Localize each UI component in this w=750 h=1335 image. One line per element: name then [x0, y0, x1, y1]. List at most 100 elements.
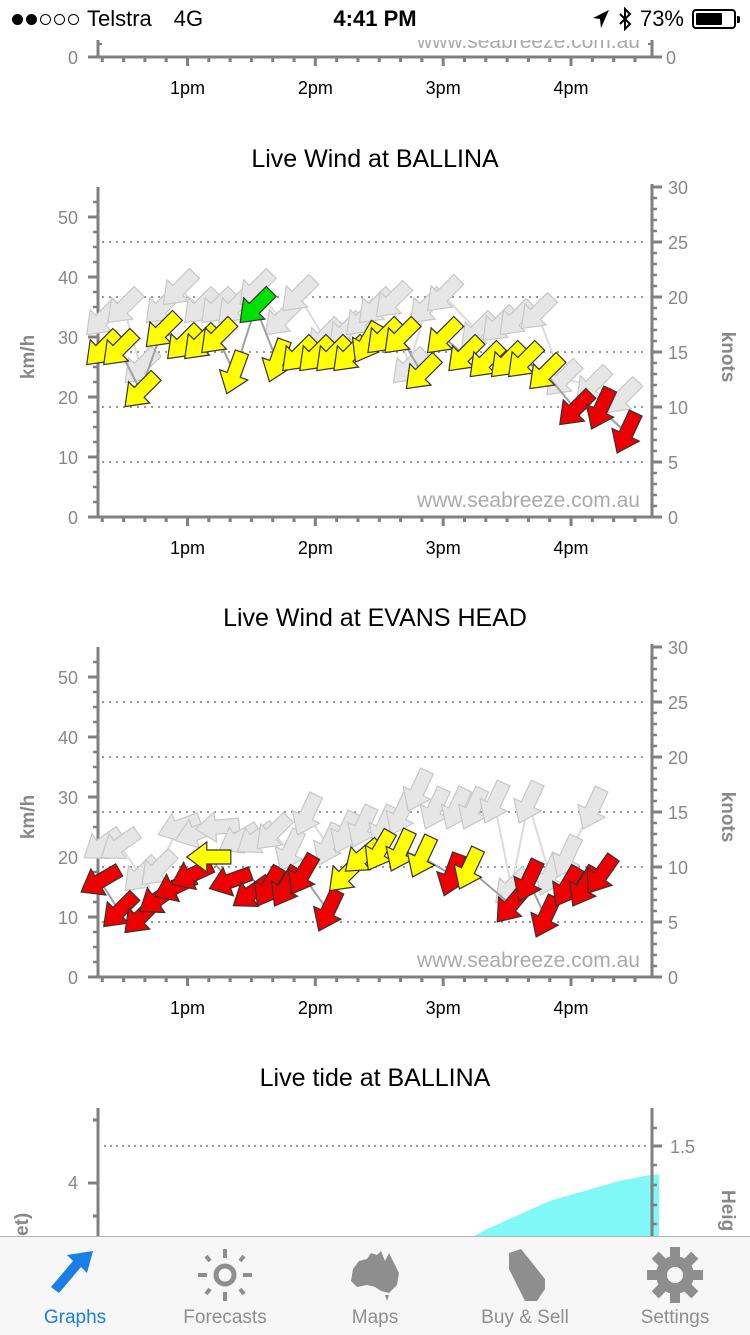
tab-label: Settings — [640, 1307, 710, 1328]
gust-arrow — [291, 791, 324, 836]
battery-percent: 73% — [639, 6, 684, 31]
bluetooth-icon — [619, 7, 632, 31]
wind-arrow — [103, 889, 141, 928]
y-tick-label: 15 — [668, 343, 688, 363]
gust-arrow — [457, 785, 490, 830]
sun-icon — [193, 1245, 257, 1305]
carrier-name: Telstra — [87, 6, 152, 31]
gust-arrow — [419, 785, 452, 830]
wind-arrow — [287, 851, 321, 895]
y-right-tick-label: 0 — [666, 48, 676, 68]
gust-arrow — [513, 779, 545, 824]
tab-label: Buy & Sell — [481, 1307, 569, 1328]
tab-forecasts[interactable]: Forecasts — [150, 1237, 300, 1335]
gust-arrow — [479, 779, 511, 824]
wind-arrow — [453, 845, 486, 890]
y-tick-label: 25 — [668, 693, 688, 713]
partial-chart-top: www.seabreeze.com.au 0 0 1pm 2pm 3pm 4pm — [68, 30, 676, 98]
y-tick-label: 0 — [68, 508, 78, 528]
australia-map-icon — [343, 1245, 407, 1305]
wind-arrow — [469, 339, 508, 378]
wind-arrow — [384, 315, 422, 354]
x-tick-label: 1pm — [170, 538, 205, 558]
y-tick-label: 10 — [668, 858, 688, 878]
wind-arrow — [507, 339, 546, 378]
wind-arrow — [426, 315, 465, 354]
gear-icon — [643, 1245, 707, 1305]
wind-arrow — [611, 409, 643, 454]
gust-arrow — [426, 273, 465, 312]
gust-arrow — [520, 291, 559, 330]
carrier-info: Telstra 4G — [12, 6, 203, 32]
tab-graphs[interactable]: Graphs — [0, 1237, 150, 1335]
gust-arrow — [375, 279, 414, 318]
wind-arrow — [406, 833, 439, 878]
y-tick-label: 50 — [58, 668, 78, 688]
x-tick-label: 2pm — [298, 78, 333, 98]
y-tick-label: 15 — [668, 803, 688, 823]
y-tick-label: 30 — [668, 178, 688, 198]
wind-arrow — [585, 385, 618, 430]
y-tick-label: 10 — [668, 398, 688, 418]
chart-title: Live tide at BALLINA — [260, 1064, 491, 1092]
y-tick-label: 0 — [668, 508, 678, 528]
signal-strength-icon — [12, 13, 79, 25]
tab-buy-sell[interactable]: Buy & Sell — [450, 1237, 600, 1335]
x-tick-label: 2pm — [298, 998, 333, 1018]
network-type: 4G — [173, 6, 204, 31]
y-tick-label: 20 — [58, 388, 78, 408]
status-bar: Telstra 4G 4:41 PM 73% — [0, 0, 750, 40]
gust-arrow — [256, 811, 295, 850]
x-tick-label: 4pm — [554, 998, 589, 1018]
wind-arrow — [145, 309, 184, 348]
y-right-tick-label: 1.5 — [670, 1137, 695, 1157]
gust-arrow — [577, 785, 609, 830]
wind-arrow — [513, 857, 545, 902]
y-tick-label: 0 — [68, 968, 78, 988]
watermark: www.seabreeze.com.au — [416, 949, 640, 972]
y-tick-label: 40 — [58, 728, 78, 748]
y-tick-label: 0 — [668, 968, 678, 988]
battery-icon — [692, 9, 740, 29]
tab-bar: Graphs Forecasts Maps Buy & Sell — [0, 1236, 750, 1335]
y-tick-label: 5 — [668, 913, 678, 933]
y-tick-label: 25 — [668, 233, 688, 253]
y-tick-label: 40 — [58, 268, 78, 288]
y-tick-label: 20 — [668, 748, 688, 768]
tab-label: Forecasts — [183, 1307, 267, 1328]
y-left-tick-label: 0 — [68, 48, 78, 68]
x-tick-label: 3pm — [426, 78, 461, 98]
x-tick-label: 4pm — [554, 538, 589, 558]
x-tick-label: 4pm — [554, 78, 589, 98]
gust-arrow — [282, 273, 320, 312]
chart-title: Live Wind at EVANS HEAD — [223, 604, 527, 632]
y-left-tick-label: 4 — [68, 1173, 78, 1193]
tab-label: Maps — [351, 1307, 399, 1328]
ballina-wind-chart: Live Wind at BALLINA 0 10 20 30 40 50 0 5 10 15 20… — [18, 145, 738, 558]
gust-arrow — [141, 847, 180, 886]
tab-label: Graphs — [43, 1307, 107, 1328]
wind-arrow — [559, 387, 597, 426]
wind-arrow — [312, 887, 345, 932]
wind-arrow — [529, 351, 567, 390]
gust-arrow — [346, 803, 379, 848]
wind-arrow — [448, 333, 486, 372]
y-tick-label: 30 — [58, 328, 78, 348]
y-tick-label: 30 — [58, 788, 78, 808]
gust-arrow — [162, 267, 201, 306]
wind-arrow — [208, 866, 254, 897]
wind-arrow — [218, 349, 250, 395]
tab-maps[interactable]: Maps — [300, 1237, 450, 1335]
x-tick-label: 2pm — [298, 538, 333, 558]
chart-title: Live Wind at BALLINA — [251, 145, 499, 173]
y-axis-label-right: knots — [717, 332, 738, 383]
wind-arrow — [201, 315, 239, 354]
wind-arrow — [103, 327, 141, 366]
watermark: www.seabreeze.com.au — [416, 489, 640, 512]
y-tick-label: 5 — [668, 453, 678, 473]
tag-icon — [493, 1245, 557, 1305]
y-tick-label: 20 — [668, 288, 688, 308]
wind-arrow — [239, 285, 278, 324]
x-tick-label: 1pm — [170, 78, 205, 98]
tab-settings[interactable]: Settings — [600, 1237, 750, 1335]
